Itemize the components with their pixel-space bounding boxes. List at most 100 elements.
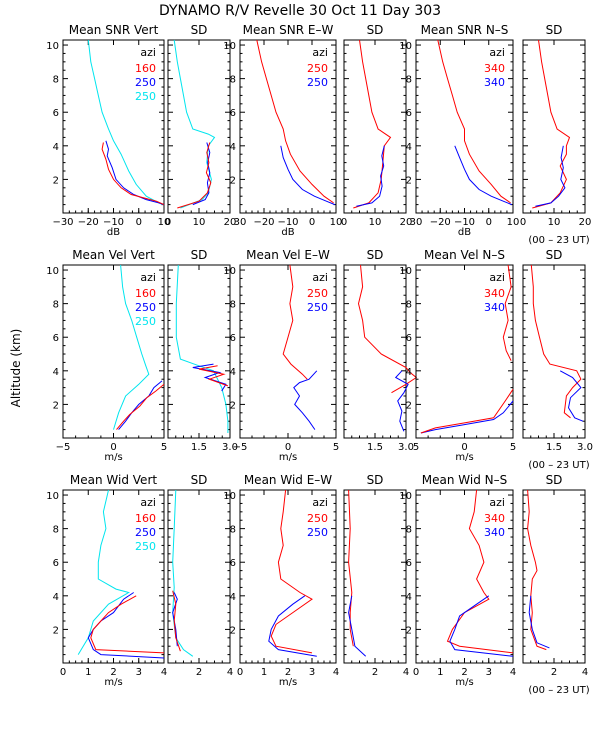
x-tick-label: 0: [341, 217, 347, 228]
x-tick-label: 2: [285, 667, 291, 678]
y-tick-label: 6: [406, 333, 412, 344]
y-tick-label: 10: [399, 491, 412, 502]
plot-frame: [522, 264, 586, 439]
x-tick-label: 5: [510, 442, 516, 453]
x-tick-label: 3: [486, 667, 492, 678]
legend-entry: 250: [135, 90, 156, 103]
legend-header: azi: [489, 46, 505, 59]
x-tick-label: 0: [520, 217, 526, 228]
plot-frame: [167, 39, 231, 214]
legend-entry: 160: [135, 512, 156, 525]
panel-vel-vert-sd: SD 1.5 3.0: [167, 248, 238, 453]
panels: Mean SNR Vert−30 −20 −10 0 10246810dBazi1602…: [46, 23, 593, 696]
x-tick-label: 0: [461, 442, 467, 453]
series-line-1: [420, 400, 514, 434]
x-axis-label: (00 – 23 UT): [528, 460, 589, 471]
y-tick-label: 4: [230, 592, 236, 603]
panel-title: Mean Wid E–W: [244, 473, 332, 487]
series-line-1: [280, 145, 335, 206]
x-axis-label: dB: [281, 227, 294, 238]
legend-entry: 250: [135, 315, 156, 328]
y-tick-label: 8: [406, 300, 412, 311]
series-line-1: [348, 595, 367, 657]
series-line-0: [446, 489, 514, 654]
y-tick-label: 8: [53, 300, 59, 311]
legend-entry: 250: [307, 526, 328, 539]
y-tick-label: 4: [53, 367, 59, 378]
x-tick-label: 30: [410, 217, 423, 228]
panel-title: SD: [546, 473, 563, 487]
y-tick-label: 6: [53, 558, 59, 569]
y-tick-label: 10: [46, 41, 59, 52]
x-tick-label: 0: [285, 442, 291, 453]
x-tick-label: 4: [510, 667, 516, 678]
y-tick-label: 6: [406, 558, 412, 569]
y-tick-label: 8: [53, 525, 59, 536]
legend-entry: 340: [484, 301, 505, 314]
legend-entry: 250: [135, 76, 156, 89]
y-tick-label: 4: [230, 367, 236, 378]
panel-title: SD: [367, 248, 384, 262]
y-tick-label: 2: [406, 400, 412, 411]
y-tick-label: 2: [406, 625, 412, 636]
panel-title: Mean Wid N–S: [422, 473, 507, 487]
series-line-2: [420, 389, 514, 434]
x-tick-label: 10: [507, 217, 520, 228]
y-tick-label: 2: [230, 625, 236, 636]
series-line-0: [353, 39, 392, 209]
legend-entry: 340: [484, 287, 505, 300]
series-line-1: [394, 370, 409, 432]
x-tick-label: 20: [400, 217, 413, 228]
x-axis-label: m/s: [104, 677, 122, 688]
legend-entry: 160: [135, 62, 156, 75]
series-line-2: [90, 595, 165, 654]
series-line-1: [528, 595, 550, 649]
x-tick-label: 1.5: [546, 442, 562, 453]
x-tick-label: 30: [234, 217, 247, 228]
x-tick-label: 0: [237, 667, 243, 678]
y-axis-label: Altitude (km): [9, 329, 23, 408]
panel-title: SD: [191, 23, 208, 37]
x-tick-label: 2: [196, 667, 202, 678]
legend-entry: 250: [307, 287, 328, 300]
panel-title: SD: [191, 248, 208, 262]
x-axis-label: m/s: [279, 452, 297, 463]
legend-header: azi: [312, 496, 328, 509]
panel-title: Mean Vel N–S: [424, 248, 505, 262]
y-tick-label: 2: [53, 175, 59, 186]
legend-entry: 340: [484, 526, 505, 539]
x-tick-label: −5: [56, 442, 71, 453]
series-line-1: [105, 140, 165, 206]
series-line-0: [256, 39, 334, 204]
x-tick-label: 20: [224, 217, 237, 228]
y-tick-label: 6: [53, 108, 59, 119]
legend-header: azi: [489, 271, 505, 284]
y-tick-label: 8: [230, 525, 236, 536]
series-line-2: [177, 142, 212, 209]
series-line-2: [198, 365, 229, 387]
x-axis-label: (00 – 23 UT): [528, 235, 589, 246]
y-tick-label: 10: [46, 491, 59, 502]
y-tick-label: 6: [53, 333, 59, 344]
y-tick-label: 8: [406, 75, 412, 86]
series-line-0: [357, 264, 418, 394]
y-tick-label: 8: [230, 300, 236, 311]
y-tick-label: 4: [230, 142, 236, 153]
series-line-0: [175, 264, 229, 433]
x-tick-label: −5: [233, 442, 248, 453]
y-tick-label: 6: [230, 108, 236, 119]
y-tick-label: 4: [406, 142, 412, 153]
x-tick-label: 3.0: [398, 442, 414, 453]
x-tick-label: −20: [430, 217, 451, 228]
x-tick-label: −10: [454, 217, 475, 228]
x-tick-label: −10: [103, 217, 124, 228]
legend-header: azi: [140, 496, 156, 509]
x-tick-label: 0: [413, 667, 419, 678]
series-line-1: [559, 370, 584, 422]
y-tick-label: 2: [230, 175, 236, 186]
